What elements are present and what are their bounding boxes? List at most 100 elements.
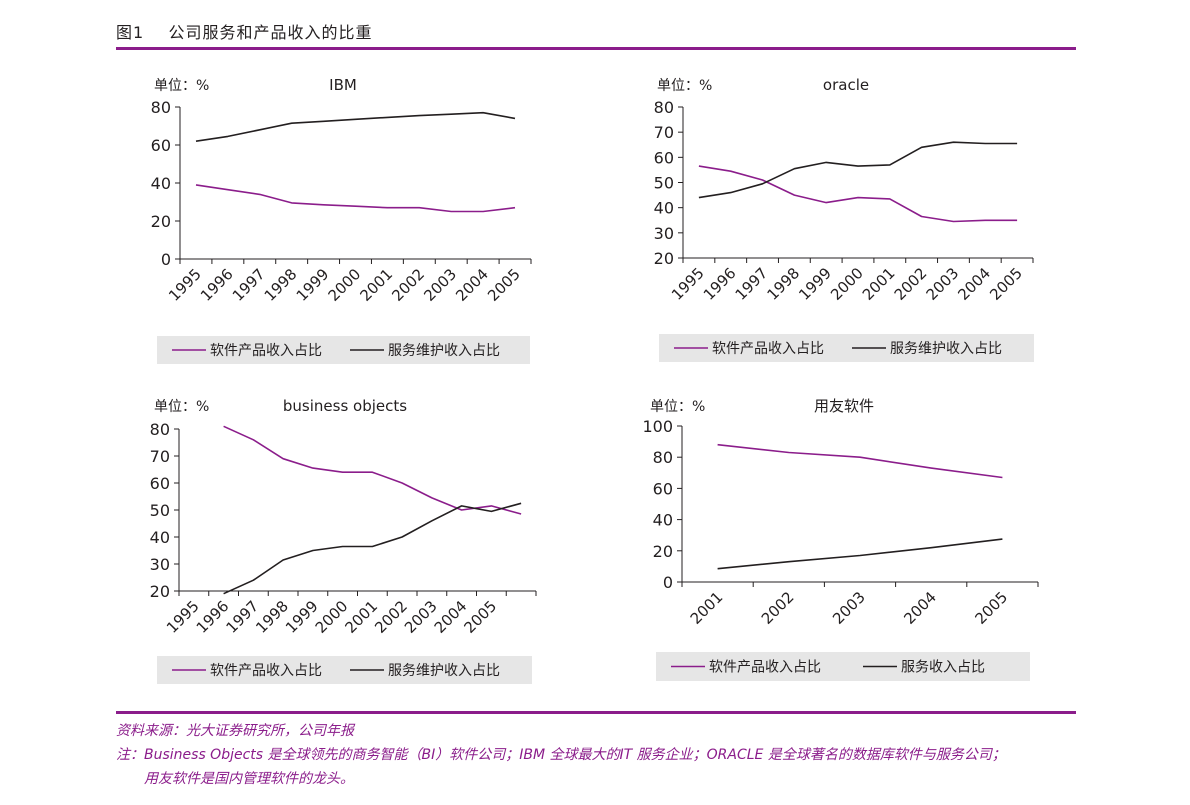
figure-title: 图1 公司服务和产品收入的比重 <box>116 23 373 42</box>
footer-rule <box>116 711 1076 714</box>
y-tick-label: 20 <box>151 212 171 231</box>
x-tick-label: 2002 <box>891 264 931 304</box>
legend-label-software: 软件产品收入占比 <box>712 341 824 357</box>
y-tick-label: 100 <box>642 417 673 436</box>
y-tick-label: 80 <box>653 448 673 467</box>
source-note: 资料来源：光大证券研究所，公司年报 <box>116 723 354 739</box>
series-line-service <box>195 111 516 142</box>
x-tick-label: 1996 <box>193 597 233 637</box>
legend-box <box>157 336 530 364</box>
legend-label-software: 软件产品收入占比 <box>210 663 322 679</box>
legend-box <box>659 334 1034 362</box>
x-tick-label: 1997 <box>229 265 269 305</box>
x-tick-label: 2001 <box>357 265 397 305</box>
x-tick-label: 1999 <box>795 264 835 304</box>
y-tick-label: 0 <box>161 250 171 269</box>
chart-yonyou: 单位：% 用友软件 0 20 40 60 80 100 2001 2002 2003 2004 2005… <box>642 397 1039 681</box>
y-tick-label: 30 <box>654 224 674 243</box>
x-tick-label: 2001 <box>341 597 381 637</box>
x-tick-label: 1997 <box>732 264 772 304</box>
x-tick-label: 1995 <box>165 265 205 305</box>
legend-label-service: 服务收入占比 <box>901 660 985 676</box>
x-tick-label: 2005 <box>986 264 1026 304</box>
series-line-service <box>698 141 1018 199</box>
x-tick-label: 1998 <box>261 265 301 305</box>
y-tick-label: 80 <box>150 420 170 439</box>
x-tick-label: 1997 <box>222 597 262 637</box>
chart-title: 用友软件 <box>814 397 874 415</box>
series-line-software <box>698 165 1018 223</box>
y-tick-label: 20 <box>150 582 170 601</box>
y-tick-label: 50 <box>654 174 674 193</box>
unit-label: 单位：% <box>657 78 712 94</box>
y-tick-label: 30 <box>150 555 170 574</box>
unit-label: 单位：% <box>650 399 705 415</box>
unit-label: 单位：% <box>154 78 209 94</box>
y-tick-label: 80 <box>151 98 171 117</box>
unit-label: 单位：% <box>154 399 209 415</box>
x-tick-label: 1998 <box>763 264 803 304</box>
footnote: 注：Business Objects 是全球领先的商务智能（BI）软件公司；IB… <box>116 743 1084 791</box>
legend-box <box>656 652 1030 681</box>
chart-title: IBM <box>329 76 357 94</box>
x-tick-label: 2000 <box>325 265 365 305</box>
y-tick-label: 40 <box>151 174 171 193</box>
x-tick-label: 2005 <box>484 265 524 305</box>
x-tick-label: 2002 <box>388 265 428 305</box>
y-tick-label: 40 <box>654 199 674 218</box>
series-line-software <box>223 425 522 515</box>
x-tick-label: 2004 <box>431 597 471 637</box>
y-tick-label: 60 <box>150 474 170 493</box>
x-tick-label: 2005 <box>460 597 500 637</box>
chart-ibm: 单位：% IBM 0 20 40 60 80 199519961997199819992000… <box>151 76 532 364</box>
y-tick-label: 20 <box>654 249 674 268</box>
y-tick-label: 40 <box>150 528 170 547</box>
x-tick-label: 2003 <box>829 588 869 628</box>
x-tick-label: 2003 <box>420 265 460 305</box>
y-tick-label: 60 <box>653 479 673 498</box>
series-line-service <box>717 538 1003 570</box>
y-tick-label: 0 <box>663 573 673 592</box>
chart-title: oracle <box>823 76 869 94</box>
y-tick-label: 80 <box>654 98 674 117</box>
x-tick-label: 2003 <box>923 264 963 304</box>
legend-label-service: 服务维护收入占比 <box>388 343 500 359</box>
y-tick-label: 60 <box>151 136 171 155</box>
y-tick-label: 60 <box>654 148 674 167</box>
x-tick-label: 1999 <box>293 265 333 305</box>
footnote-line-2: 用友软件是国内管理软件的龙头。 <box>144 771 354 787</box>
x-tick-label: 2001 <box>687 588 727 628</box>
chart-title: business objects <box>283 397 407 415</box>
x-tick-label: 1999 <box>282 597 322 637</box>
x-tick-label: 2003 <box>401 597 441 637</box>
legend-label-service: 服务维护收入占比 <box>890 341 1002 357</box>
y-tick-label: 70 <box>150 447 170 466</box>
x-tick-label: 2002 <box>758 588 798 628</box>
chart-oracle: 单位：% oracle 20 30 40 50 60 70 80 1995199619971998… <box>654 76 1034 362</box>
y-tick-label: 50 <box>150 501 170 520</box>
x-tick-label: 2004 <box>954 264 994 304</box>
x-tick-label: 2005 <box>971 588 1011 628</box>
x-tick-label: 2001 <box>859 264 899 304</box>
x-tick-label: 2004 <box>452 265 492 305</box>
x-tick-label: 1995 <box>163 597 203 637</box>
y-tick-label: 20 <box>653 542 673 561</box>
x-tick-label: 1995 <box>668 264 708 304</box>
series-line-software <box>717 443 1003 479</box>
x-tick-label: 2000 <box>827 264 867 304</box>
x-tick-label: 2002 <box>371 597 411 637</box>
y-tick-label: 70 <box>654 123 674 142</box>
legend-box <box>157 656 532 684</box>
y-tick-label: 40 <box>653 511 673 530</box>
x-tick-label: 1996 <box>197 265 237 305</box>
legend-label-service: 服务维护收入占比 <box>388 663 500 679</box>
series-line-software <box>195 184 516 213</box>
legend-label-software: 软件产品收入占比 <box>709 660 821 676</box>
x-tick-label: 1998 <box>252 597 292 637</box>
x-tick-label: 2004 <box>900 588 940 628</box>
x-tick-label: 1996 <box>700 264 740 304</box>
footnote-line-1: 注：Business Objects 是全球领先的商务智能（BI）软件公司；IB… <box>116 747 1006 763</box>
header-rule <box>116 47 1076 50</box>
x-tick-label: 2000 <box>312 597 352 637</box>
